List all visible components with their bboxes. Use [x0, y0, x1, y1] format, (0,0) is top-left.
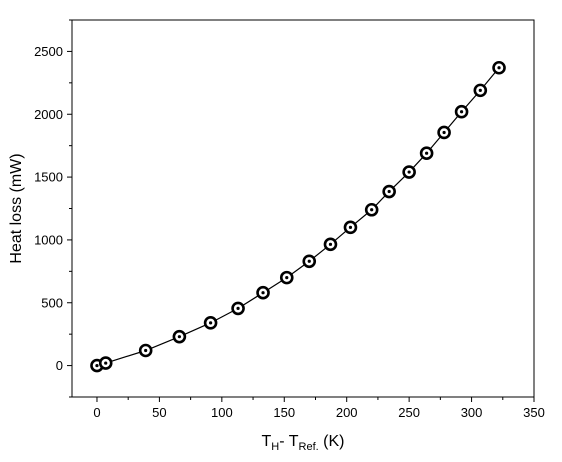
data-point-dot: [425, 151, 429, 155]
data-point-dot: [328, 242, 333, 246]
y-axis: 0 500 1000 1500 2000 2500: [34, 19, 72, 398]
data-point: [138, 343, 153, 358]
y-tick-label: 1500: [34, 170, 63, 185]
data-point: [302, 254, 317, 269]
data-point-dot: [307, 259, 311, 263]
data-point: [473, 83, 488, 98]
data-point-dot: [144, 348, 148, 353]
data-point-dot: [95, 363, 99, 368]
data-point: [402, 165, 416, 179]
data-point-dot: [348, 225, 353, 229]
data-point-dot: [459, 110, 464, 114]
data-point: [98, 356, 113, 370]
data-point-dot: [497, 66, 501, 70]
x-tick-label: 300: [461, 405, 483, 420]
data-point: [279, 270, 294, 285]
x-tick-label: 250: [398, 405, 420, 420]
x-axis-label: TH- TRef. (K): [262, 433, 345, 453]
plot-frame: [71, 19, 535, 398]
data-point-dot: [370, 208, 374, 212]
data-point-dot: [407, 170, 411, 174]
data-point: [437, 125, 451, 140]
x-axis-label-sub2: Ref.: [299, 441, 319, 453]
x-tick-label: 350: [523, 405, 545, 420]
x-axis: 0 50 100 150 200 250 300 350: [93, 397, 545, 420]
y-tick-label: 1000: [34, 232, 63, 247]
x-axis-label-main: T: [262, 433, 272, 450]
data-point: [364, 202, 379, 217]
x-axis-label-sub1: H: [271, 441, 279, 453]
data-point-dot: [387, 189, 391, 194]
data-point: [231, 301, 245, 316]
data-point: [256, 285, 270, 300]
data-point-dot: [209, 321, 213, 325]
data-point: [323, 237, 338, 252]
data-point-dot: [285, 276, 289, 280]
x-axis-label-mid: - T: [279, 433, 298, 450]
x-tick-label: 0: [93, 405, 100, 420]
y-axis-label: Heat loss (mW): [8, 153, 25, 263]
y-tick-label: 2500: [34, 44, 63, 59]
x-axis-label-tail: (K): [319, 433, 345, 450]
data-point-dot: [177, 335, 181, 339]
data-point: [382, 184, 396, 199]
x-tick-label: 150: [273, 405, 295, 420]
x-tick-label: 200: [336, 405, 358, 420]
data-point-dot: [478, 88, 482, 92]
data-point-dot: [261, 291, 265, 295]
data-point-dot: [442, 130, 446, 135]
data-points: [90, 60, 506, 373]
data-point: [172, 329, 187, 344]
y-tick-label: 0: [56, 358, 63, 373]
data-point-dot: [104, 361, 108, 365]
x-tick-label: 50: [152, 405, 166, 420]
data-point: [419, 146, 434, 161]
y-tick-label: 500: [41, 295, 63, 310]
data-point-dot: [236, 306, 240, 311]
data-point: [492, 60, 506, 75]
data-point: [454, 104, 469, 119]
series-line: [96, 67, 500, 367]
data-point: [343, 220, 358, 235]
x-tick-label: 100: [211, 405, 233, 420]
y-tick-label: 2000: [34, 107, 63, 122]
data-point: [203, 316, 218, 330]
